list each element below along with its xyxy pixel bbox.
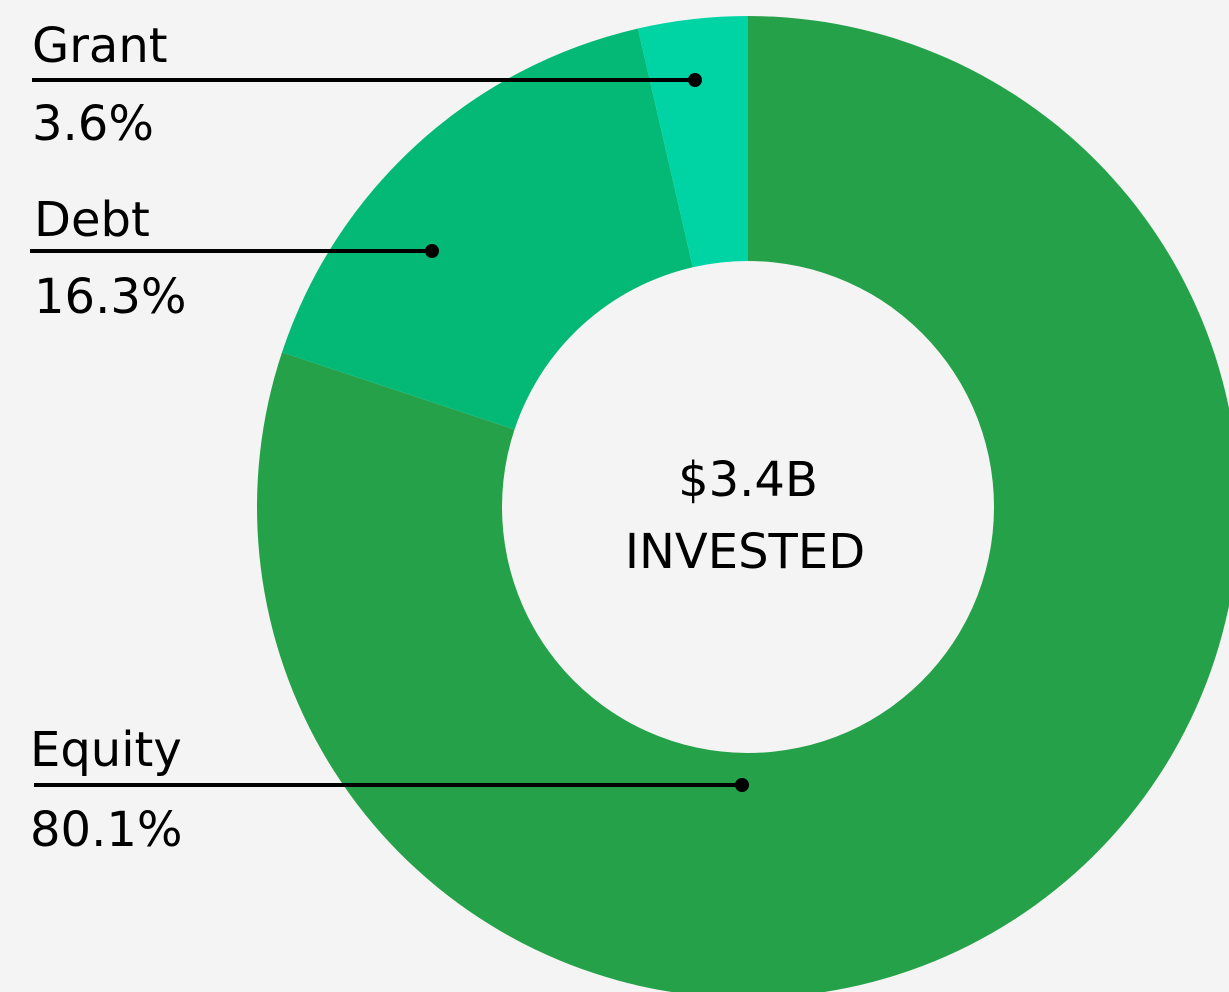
center-caption: INVESTED bbox=[625, 524, 865, 580]
value-label: 80.1% bbox=[30, 802, 182, 858]
value-label: 3.6% bbox=[32, 96, 154, 152]
slice bbox=[257, 16, 1229, 992]
leader-dot bbox=[425, 244, 439, 258]
value-label: 16.3% bbox=[34, 269, 186, 325]
category-label: Debt bbox=[34, 192, 150, 248]
labels: Equity 80.1% Debt 16.3% Grant 3.6% bbox=[30, 18, 749, 858]
leader-dot bbox=[735, 778, 749, 792]
center-amount: $3.4B bbox=[678, 452, 818, 508]
category-label: Equity bbox=[30, 722, 182, 778]
category-label: Grant bbox=[32, 18, 168, 74]
slice bbox=[281, 28, 693, 430]
leader-dot bbox=[688, 73, 702, 87]
